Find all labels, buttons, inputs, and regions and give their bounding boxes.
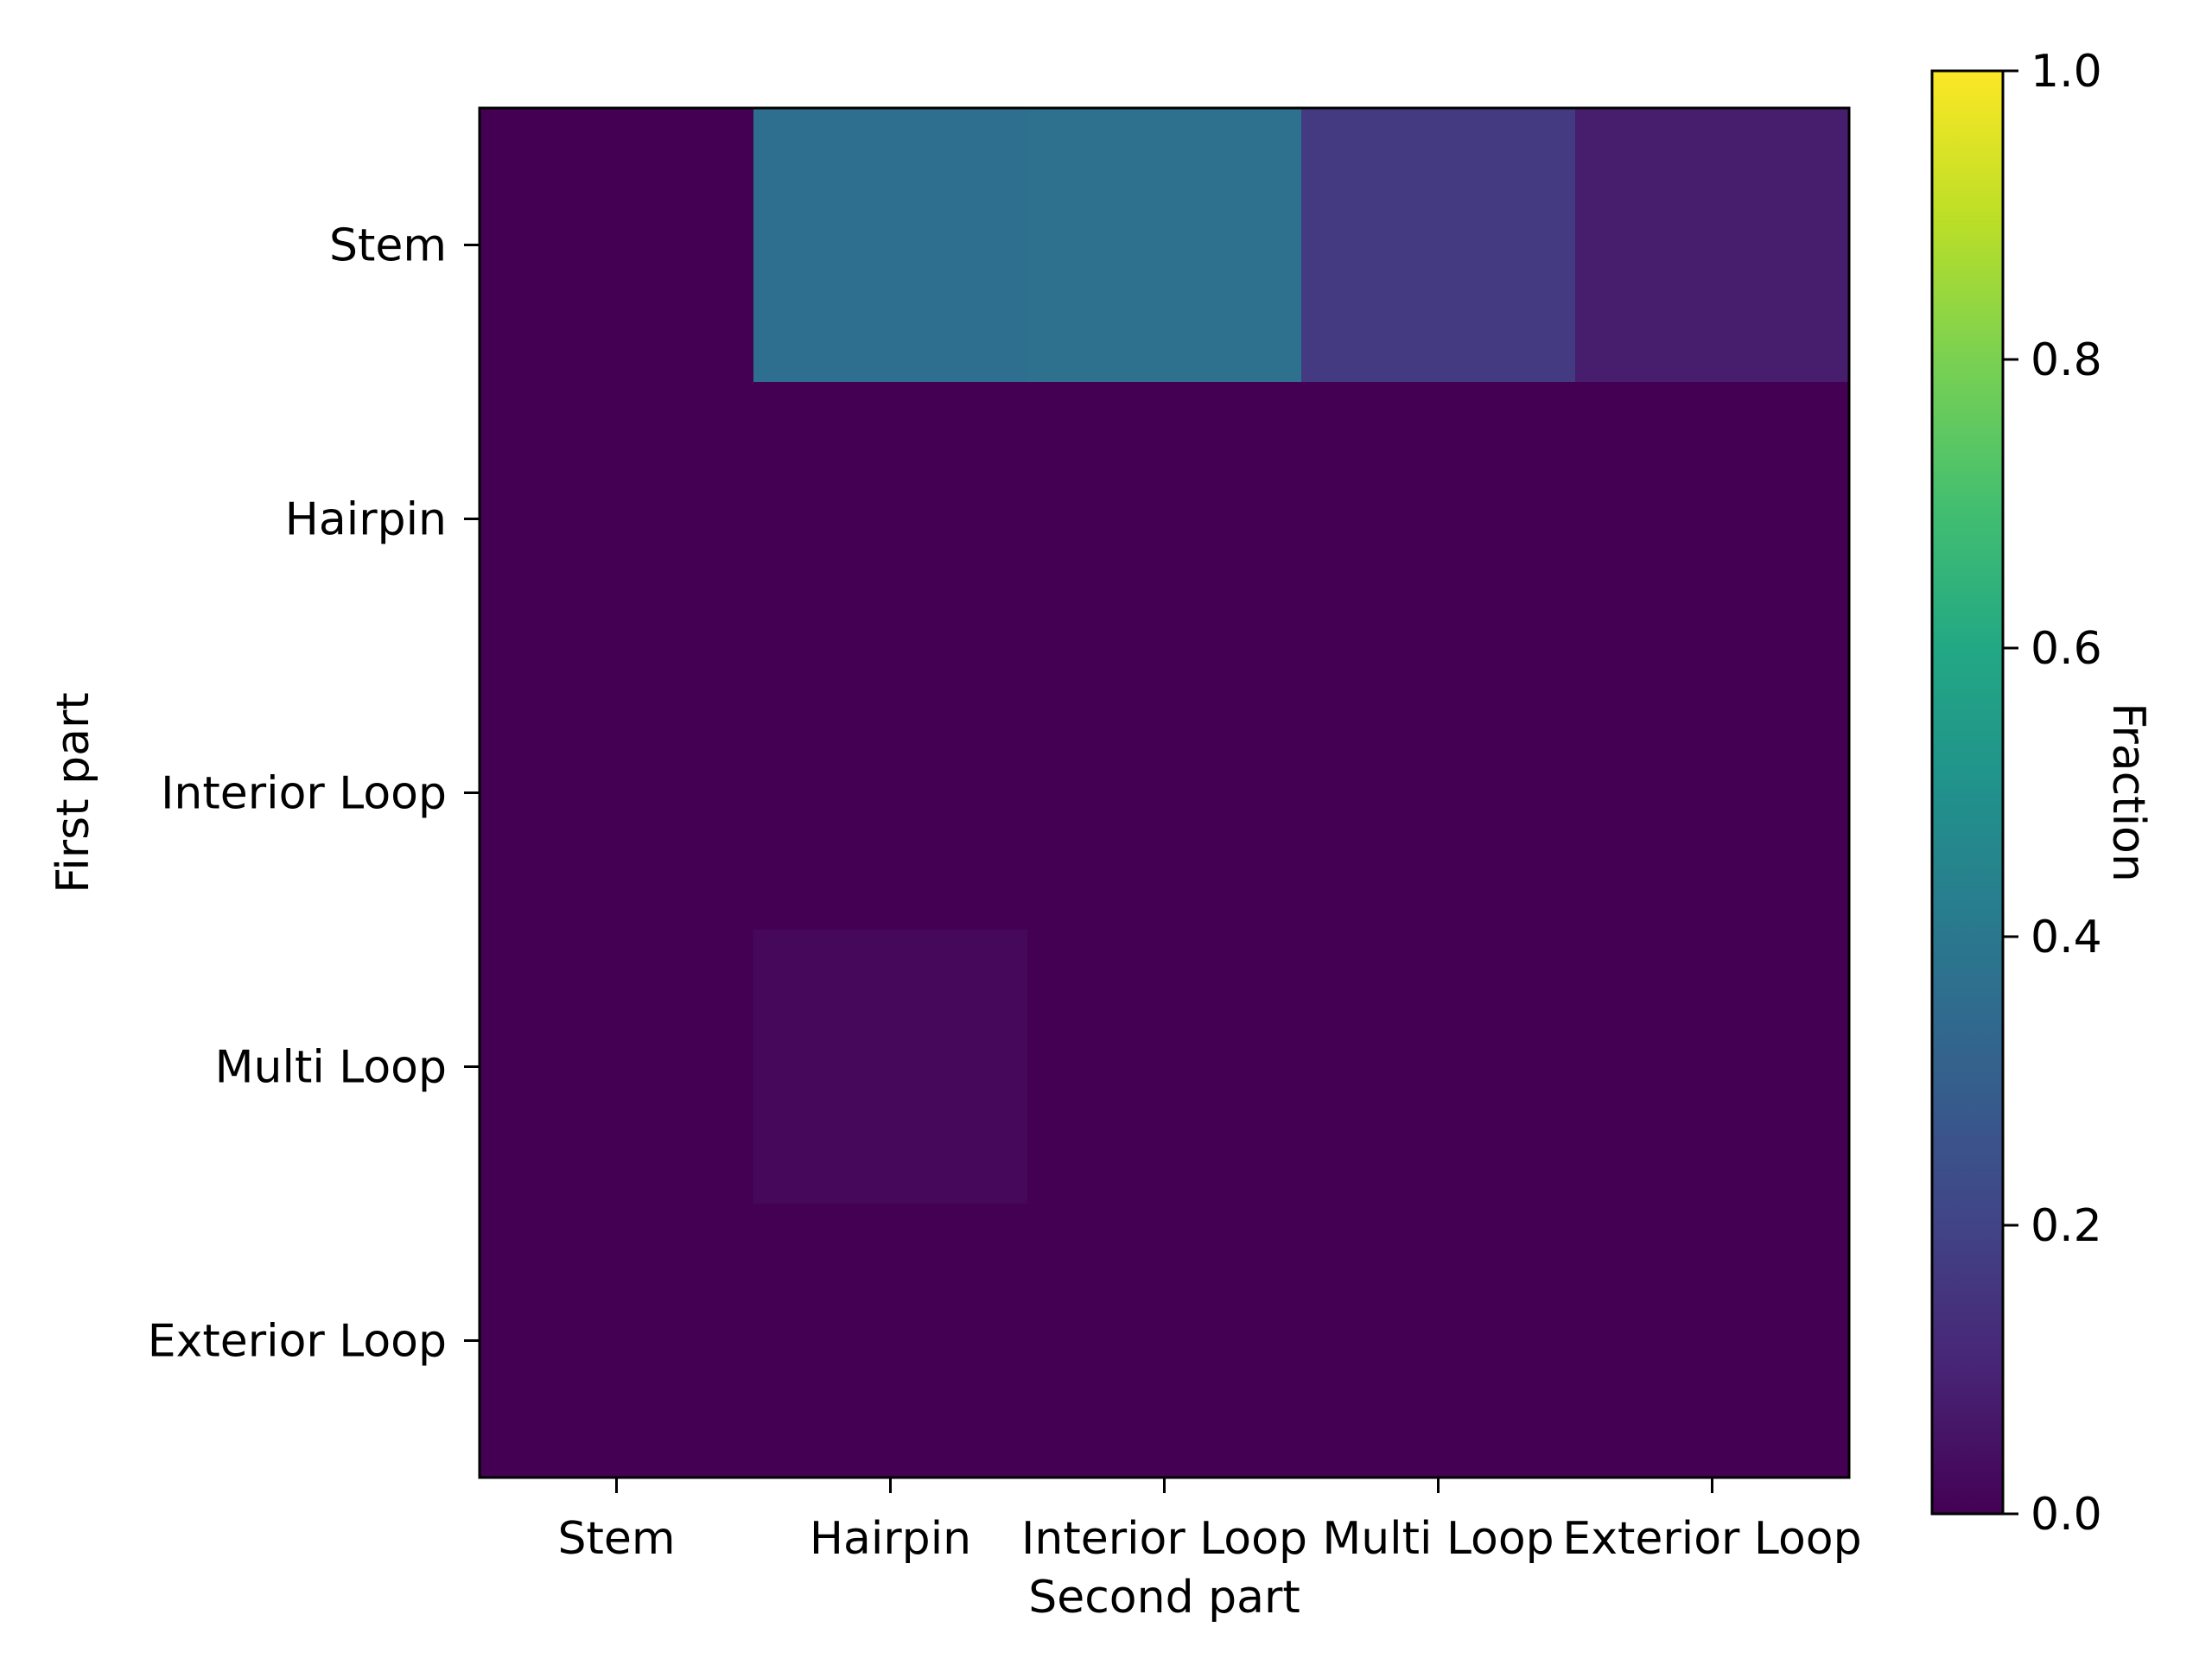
- heatmap-cell-r1-c0: [480, 382, 754, 657]
- heatmap-cell-r1-c1: [753, 382, 1028, 657]
- colorbar-tick-label-1: 0.2: [2031, 1200, 2102, 1252]
- heatmap-cell-r0-c0: [480, 108, 754, 383]
- heatmap-cell-r2-c3: [1301, 656, 1576, 931]
- colorbar-tick-label-3: 0.6: [2031, 623, 2102, 675]
- y-tick-label-4: Exterior Loop: [148, 1316, 447, 1368]
- x-tick-label-2: Interior Loop: [1021, 1513, 1307, 1565]
- y-axis-label: First part: [48, 692, 99, 893]
- heatmap-cell-r0-c3: [1301, 108, 1576, 383]
- heatmap-cell-r2-c0: [480, 656, 754, 931]
- colorbar-tick-label-5: 1.0: [2031, 46, 2102, 98]
- y-tick-label-1: Hairpin: [285, 494, 447, 546]
- heatmap-cell-r3-c0: [480, 930, 754, 1205]
- colorbar-tick-label-4: 0.8: [2031, 334, 2102, 386]
- x-axis-ticks: Stem Hairpin Interior Loop Multi Loop Exteri…: [557, 1478, 1862, 1565]
- heatmap-cell-r4-c0: [480, 1204, 754, 1478]
- colorbar-ticks: 0.0 0.2 0.4 0.6 0.8 1.0: [2003, 46, 2102, 1541]
- colorbar-tick-label-0: 0.0: [2031, 1489, 2102, 1541]
- heatmap-cell-r2-c1: [753, 656, 1028, 931]
- x-tick-label-3: Multi Loop: [1322, 1513, 1554, 1565]
- heatmap-cell-r4-c3: [1301, 1204, 1576, 1478]
- heatmap-cell-r2-c4: [1575, 656, 1850, 931]
- heatmap-cell-r1-c2: [1027, 382, 1302, 657]
- y-tick-label-3: Multi Loop: [215, 1042, 447, 1094]
- y-tick-label-0: Stem: [329, 220, 447, 272]
- heatmap-cell-r1-c4: [1575, 382, 1850, 657]
- y-tick-label-2: Interior Loop: [161, 768, 447, 820]
- heatmap-cells: [480, 108, 1850, 1478]
- heatmap-cell-r4-c1: [753, 1204, 1028, 1478]
- heatmap-cell-r3-c4: [1575, 930, 1850, 1205]
- heatmap-cell-r0-c2: [1027, 108, 1302, 383]
- x-axis-label: Second part: [1028, 1572, 1300, 1624]
- colorbar-tick-label-2: 0.4: [2031, 912, 2102, 963]
- x-tick-label-0: Stem: [557, 1513, 675, 1565]
- y-axis-ticks: Stem Hairpin Interior Loop Multi Loop Exteri…: [148, 220, 480, 1368]
- heatmap-cell-r4-c2: [1027, 1204, 1302, 1478]
- heatmap-cell-r3-c1: [753, 930, 1028, 1205]
- x-tick-label-1: Hairpin: [810, 1513, 971, 1565]
- heatmap-cell-r2-c2: [1027, 656, 1302, 931]
- heatmap-cell-r1-c3: [1301, 382, 1576, 657]
- heatmap-cell-r4-c4: [1575, 1204, 1850, 1478]
- x-tick-label-4: Exterior Loop: [1562, 1513, 1861, 1565]
- heatmap-cell-r0-c1: [753, 108, 1028, 383]
- colorbar-gradient: [1930, 69, 2005, 1516]
- heatmap-cell-r3-c3: [1301, 930, 1576, 1205]
- heatmap-cell-r0-c4: [1575, 108, 1850, 383]
- heatmap-cell-r3-c2: [1027, 930, 1302, 1205]
- colorbar: 0.0 0.2 0.4 0.6 0.8 1.0 Fraction: [1930, 46, 2154, 1541]
- colorbar-label: Fraction: [2102, 702, 2154, 882]
